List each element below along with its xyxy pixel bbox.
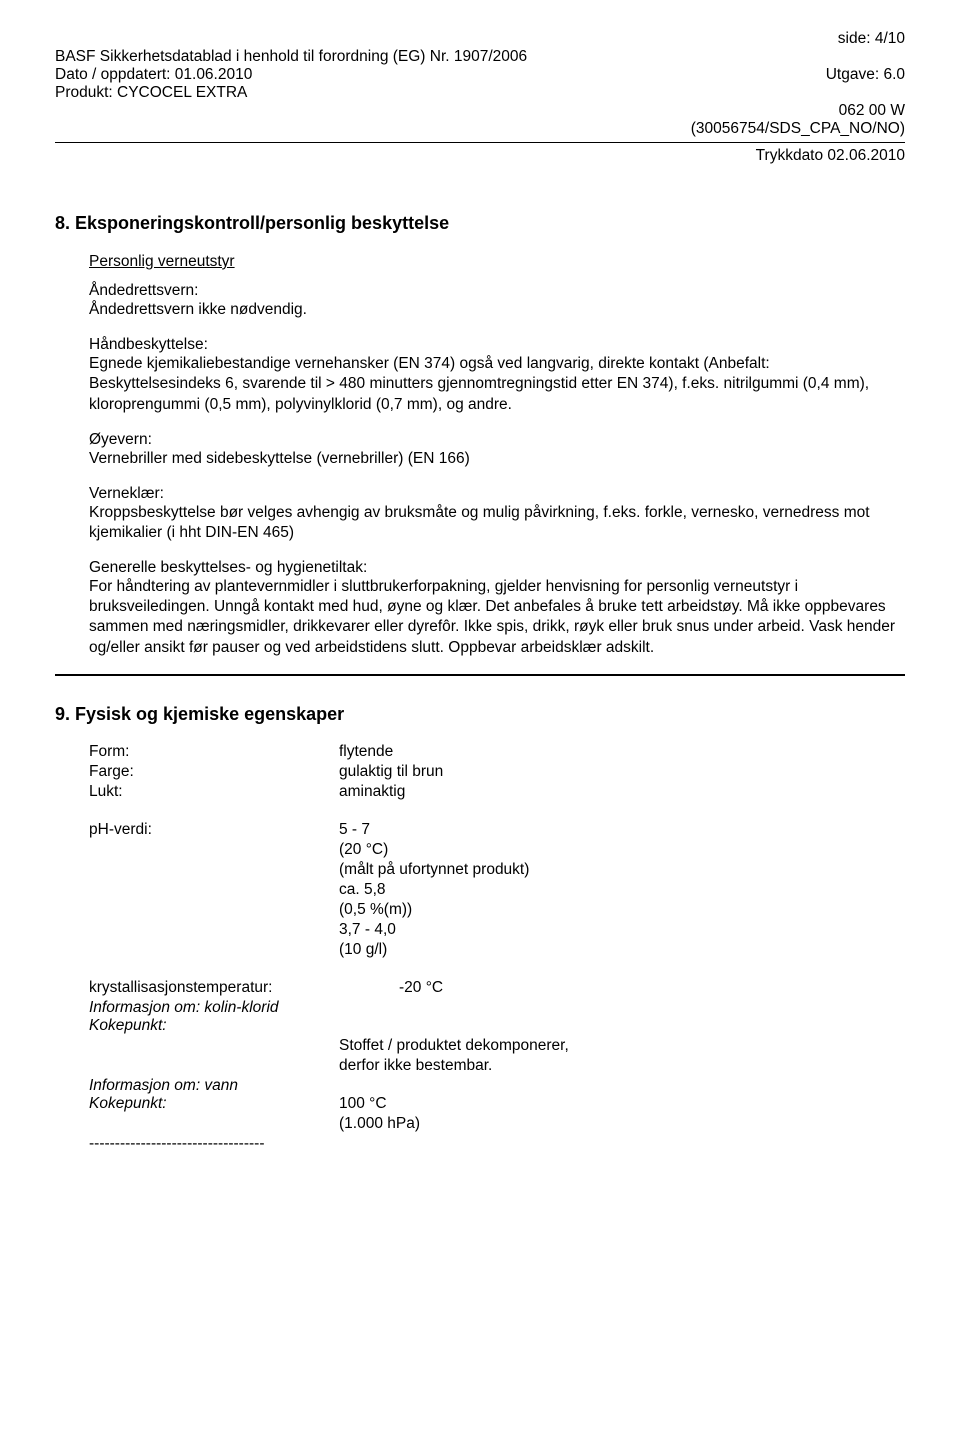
section-divider [55,674,905,676]
lukt-label: Lukt: [89,783,339,801]
section9-title: 9. Fysisk og kjemiske egenskaper [55,704,905,725]
kokepunkt2-value-1: 100 °C [339,1095,905,1113]
form-label: Form: [89,743,339,761]
produkt: Produkt: CYCOCEL EXTRA [55,84,905,102]
page-side: side: 4/10 [55,30,905,48]
code: 062 00 W [55,102,905,120]
oyevern-text: Vernebriller med sidebeskyttelse (verneb… [89,449,905,469]
verneklaer-text: Kroppsbeskyttelse bør velges avhengig av… [89,503,905,543]
form-value: flytende [339,743,905,761]
properties-table: Form: flytende Farge: gulaktig til brun … [89,743,905,1153]
ph-value-2: (20 °C) [339,841,905,859]
ph-value-4: ca. 5,8 [339,881,905,899]
generelle-text: For håndtering av plantevernmidler i slu… [89,577,905,658]
section8-title: 8. Eksponeringskontroll/personlig beskyt… [55,213,905,234]
andedrettsvern-text: Åndedrettsvern ikke nødvendig. [89,300,905,320]
info-kolin: Informasjon om: kolin-klorid [89,999,905,1017]
kokepunkt-value-2: derfor ikke bestembar. [339,1057,905,1075]
kokepunkt-value-1: Stoffet / produktet dekomponerer, [339,1037,905,1055]
dato-row: Dato / oppdatert: 01.06.2010 Utgave: 6.0 [55,66,905,84]
ph-value-7: (10 g/l) [339,941,905,959]
verneklaer-label: Verneklær: [89,485,905,503]
kokepunkt2-value-2: (1.000 hPa) [339,1115,905,1133]
handbeskyttelse-text: Egnede kjemikaliebestandige vernehansker… [89,354,905,414]
basf-line: BASF Sikkerhetsdatablad i henhold til fo… [55,48,905,66]
farge-label: Farge: [89,763,339,781]
ph-value-6: 3,7 - 4,0 [339,921,905,939]
oyevern-label: Øyevern: [89,431,905,449]
section8-body: Personlig verneutstyr Åndedrettsvern: Ån… [89,252,905,658]
kokepunkt-label-2: Kokepunkt: [89,1095,339,1113]
ph-label: pH-verdi: [89,821,339,839]
ph-value-5: (0,5 %(m)) [339,901,905,919]
farge-value: gulaktig til brun [339,763,905,781]
ph-value-3: (målt på ufortynnet produkt) [339,861,905,879]
header-rule [55,142,905,143]
personlig-heading: Personlig verneutstyr [89,252,905,272]
page: side: 4/10 BASF Sikkerhetsdatablad i hen… [0,0,960,1434]
info-vann: Informasjon om: vann [89,1077,905,1095]
krystall-label: krystallisasjonstemperatur: [89,979,399,997]
dato-label: Dato / oppdatert: 01.06.2010 [55,66,252,84]
dashes: ---------------------------------- [89,1135,905,1153]
ph-value-1: 5 - 7 [339,821,905,839]
utgave: Utgave: 6.0 [826,66,905,84]
lukt-value: aminaktig [339,783,905,801]
sds-ref: (30056754/SDS_CPA_NO/NO) [55,120,905,138]
handbeskyttelse-label: Håndbeskyttelse: [89,336,905,354]
generelle-label: Generelle beskyttelses- og hygienetiltak… [89,559,905,577]
andedrettsvern-label: Åndedrettsvern: [89,282,905,300]
krystall-value: -20 °C [399,979,905,997]
trykkdato: Trykkdato 02.06.2010 [55,147,905,165]
kokepunkt-label-1: Kokepunkt: [89,1017,339,1035]
